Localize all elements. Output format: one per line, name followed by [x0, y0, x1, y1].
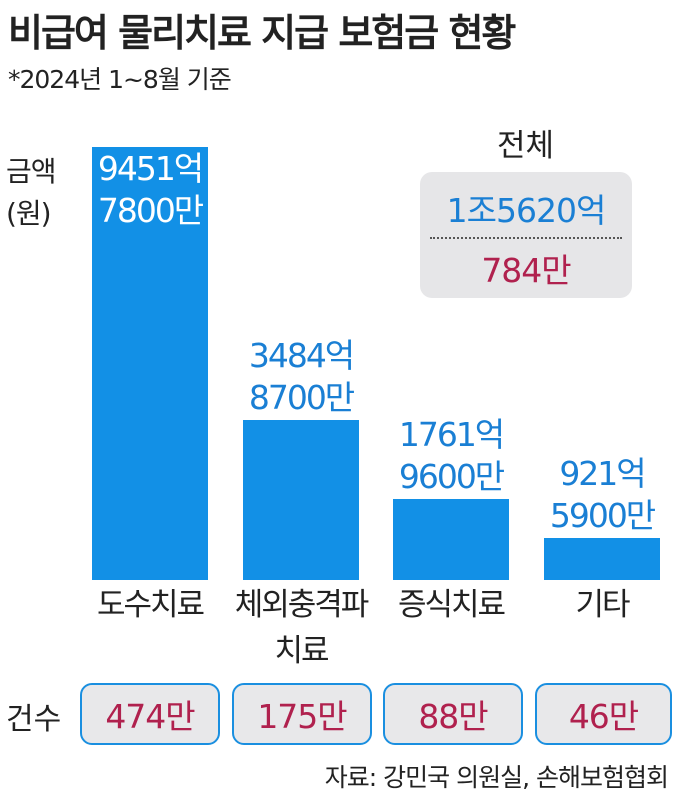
count-value: 88만 — [383, 683, 523, 745]
count-value: 46만 — [535, 683, 672, 745]
source: 자료: 강민국 의원실, 손해보험협회 — [324, 763, 669, 792]
y-label: 금액 — [6, 155, 57, 188]
title: 비급여 물리치료 지급 보험금 현황 — [8, 11, 516, 55]
bar — [393, 499, 509, 580]
total-value: 784만 — [481, 251, 571, 290]
value-label: 3484억 — [248, 336, 355, 376]
value-label: 9451억 — [97, 149, 204, 188]
total-label: 전체 — [497, 128, 555, 164]
value-label: 8700만 — [248, 378, 355, 418]
divider — [430, 237, 622, 239]
value-label: 7800만 — [97, 191, 204, 230]
bar — [544, 537, 660, 580]
value-label: 921억 — [559, 453, 646, 493]
y-label: (원) — [6, 197, 52, 230]
count-value: 175만 — [232, 683, 372, 745]
bar — [243, 420, 359, 580]
count-value: 474만 — [80, 683, 220, 745]
x-tick-label: 도수치료 — [96, 587, 205, 623]
bar — [92, 147, 208, 580]
value-label: 9600만 — [398, 457, 505, 497]
total-value: 1조5620억 — [446, 191, 607, 230]
value-label: 1761억 — [398, 415, 505, 455]
x-tick-label: 기타 — [575, 587, 630, 623]
x-tick-label: 증식치료 — [397, 587, 506, 623]
total-box — [420, 172, 632, 298]
value-label: 5900만 — [549, 495, 656, 535]
subtitle: *2024년 1~8월 기준 — [8, 65, 232, 94]
count-label: 건수 — [6, 702, 62, 737]
x-tick-label: 체외충격파 치료 — [234, 587, 370, 669]
